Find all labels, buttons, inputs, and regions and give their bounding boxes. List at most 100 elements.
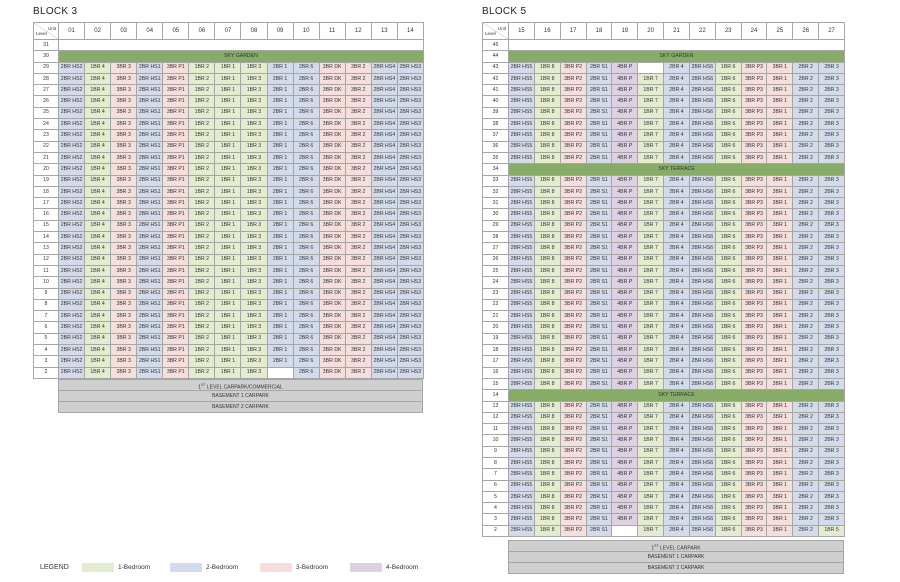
- block3-unit-type-cell: 2BR HS1: [136, 61, 164, 74]
- block5-unit-type-cell: 3BR P3: [740, 129, 768, 142]
- block5-unit-type-cell: 4BR P: [611, 366, 639, 379]
- block5-unit-type-cell: 1BR 6: [714, 140, 742, 153]
- block5-level-row: 41 2BR HS5 1BR 8 3BR P2 2BR S1 4BR P 1BR 7 2BR …: [482, 84, 845, 97]
- block3-unit-type-cell: 2BR HS4: [370, 242, 398, 255]
- block5-unit-type-cell: 4BR P: [611, 287, 639, 300]
- block5-unit-type-cell: 2BR 4: [663, 400, 690, 413]
- block3-unit-type-cell: 2BR HS2: [57, 366, 86, 379]
- block3-unit-type-cell: 2BR HS1: [136, 208, 164, 221]
- block5-unit-type-cell: 1BR 6: [714, 479, 742, 492]
- block3-unit-type-cell: 3BR P1: [162, 61, 190, 74]
- block5-unit-type-cell: 1BR 8: [533, 231, 561, 244]
- block5-unit-type-cell: 2BR S1: [585, 423, 613, 436]
- block5-unit-type-cell: 1BR 6: [714, 208, 742, 221]
- block3-unit-type-cell: 3BR DK: [318, 84, 346, 97]
- block3-unit-type-cell: 2BR HS2: [57, 151, 86, 165]
- block5-unit-type-cell: 2BR HS5: [508, 377, 535, 391]
- block3-unit-type-cell: 3BR 3: [110, 355, 138, 368]
- block5-unit-type-cell: 3BR P3: [740, 445, 768, 458]
- block5-unit-type-cell: 2BR 4: [663, 355, 690, 368]
- block3-unit-type-cell: 2BR 6: [292, 344, 320, 357]
- block3-unit-type-cell: 2BR HS3: [396, 344, 424, 357]
- block-3-stack-table: Unit Level 01 02 03 04 05 06 07 08 09 10 11 12 13 14 31 3…: [33, 22, 424, 379]
- block5-level-label: 25: [482, 264, 509, 278]
- block5-unit-type-cell: 3BR 1: [766, 219, 794, 233]
- block5-unit-type-cell: 2BR HS6: [688, 490, 716, 504]
- block5-unit-type-cell: 3BR P2: [559, 106, 587, 120]
- block5-unit-type-cell: 2BR S1: [585, 129, 613, 142]
- block5-unit-type-cell: 4BR P: [611, 72, 639, 86]
- block5-unit-type-cell: 1BR 6: [714, 445, 742, 458]
- block5-unit-type-cell: 1BR 8: [533, 423, 561, 436]
- block5-unit-type-cell: 2BR 2: [792, 400, 820, 413]
- block5-unit-type-cell: 3BR P3: [740, 276, 768, 289]
- block3-level-label: 11: [33, 264, 59, 278]
- block5-unit-type-cell: 2BR S1: [585, 400, 613, 413]
- block5-unit-type-cell: 2BR HS5: [508, 129, 535, 142]
- block5-unit-type-cell: 2BR 3: [818, 72, 845, 86]
- block5-unit-type-cell: 3BR P3: [740, 513, 768, 526]
- block5-unit-type-cell: 2BR 2: [792, 84, 820, 97]
- block5-unit-type-cell: 3BR P3: [740, 72, 768, 86]
- block3-unit-type-cell: 1BR 1: [214, 253, 242, 266]
- block3-unit-type-cell: 1BR 2: [188, 185, 216, 199]
- block3-unit-type-cell: 1BR 3: [240, 185, 268, 199]
- block3-level-label: 9: [33, 287, 59, 300]
- block3-unit-type-cell: 1BR 4: [84, 310, 112, 323]
- block5-unit-type-cell: 4BR P: [611, 129, 639, 142]
- block3-unit-type-cell: 2BR 6: [292, 253, 320, 266]
- block5-header-row: Unit Level 15 16 17 18 19 20 21 22 23 24 25 26 27: [482, 22, 845, 40]
- block3-unit-type-cell: 3BR DK: [318, 298, 346, 312]
- block3-unit-type-cell: 2BR HS1: [136, 106, 164, 120]
- block3-unit-type-cell: 3BR DK: [318, 231, 346, 244]
- block5-unit-type-cell: 2BR HS5: [508, 479, 535, 492]
- block5-unit-type-cell: 2BR HS5: [508, 445, 535, 458]
- block3-unit-type-cell: 3BR DK: [318, 321, 346, 334]
- block5-unit-header: 25: [766, 22, 794, 40]
- block5-unit-type-cell: 3BR 1: [766, 276, 794, 289]
- block5-unit-type-cell: 3BR P3: [740, 400, 768, 413]
- block3-unit-type-cell: 3BR P1: [162, 287, 190, 300]
- block3-unit-type-cell: 1BR 3: [240, 276, 268, 289]
- block5-level-row: 17 2BR HS5 1BR 8 3BR P2 2BR S1 4BR P 1BR 7 2BR …: [482, 355, 845, 368]
- block5-unit-type-cell: 2BR 2: [792, 524, 820, 538]
- block3-unit-type-cell: 1BR 2: [188, 95, 216, 108]
- block5-unit-type-cell: 2BR S1: [585, 355, 613, 368]
- block5-unit-type-cell: 3BR 1: [766, 377, 794, 391]
- block5-unit-type-cell: 1BR 6: [714, 411, 742, 425]
- block3-unit-type-cell: 2BR HS4: [370, 197, 398, 210]
- block5-unit-type-cell: 3BR P2: [559, 479, 587, 492]
- block5-unit-type-cell: 2BR 4: [663, 468, 690, 481]
- block3-unit-type-cell: 3BR 3: [110, 61, 138, 74]
- block5-unit-type-cell: 1BR 8: [533, 95, 561, 108]
- block3-unit-type-cell: 1BR 1: [214, 298, 242, 312]
- block3-unit-type-cell: 3BR 2: [344, 174, 372, 187]
- block5-unit-type-cell: 3BR 1: [766, 502, 794, 515]
- block3-unit-type-cell: 1BR 4: [84, 264, 112, 278]
- block-5-stack-table: Unit Level 15 16 17 18 19 20 21 22 23 24 25 26 27 45 44 S…: [482, 22, 845, 538]
- block5-unit-type-cell: 2BR 2: [792, 479, 820, 492]
- block3-unit-header: 12: [344, 22, 372, 40]
- block5-unit-type-cell: 1BR 8: [533, 298, 561, 312]
- block5-unit-type-cell: 2BR HS6: [688, 400, 716, 413]
- block-3-carpark-commercial-label: COMMERCIAL: [248, 384, 283, 391]
- block3-unit-type-cell: 2BR HS2: [57, 287, 86, 300]
- block5-unit-type-cell: 2BR 2: [792, 185, 820, 199]
- block3-unit-type-cell: 2BR HS3: [396, 219, 424, 233]
- block5-unit-type-cell: 3BR P3: [740, 332, 768, 346]
- block5-unit-type-cell: 2BR HS5: [508, 253, 535, 266]
- block3-unit-type-cell: 3BR P1: [162, 151, 190, 165]
- block5-unit-type-cell: 2BR 2: [792, 72, 820, 86]
- block5-unit-type-cell: 1BR 8: [533, 366, 561, 379]
- block5-level-row: 6 2BR HS5 1BR 8 3BR P2 2BR S1 4BR P 1BR 7 2BR 4…: [482, 479, 845, 492]
- block3-unit-type-cell: 3BR P1: [162, 321, 190, 334]
- block3-unit-type-cell: 1BR 3: [240, 72, 268, 86]
- block5-unit-type-cell: 2BR HS6: [688, 513, 716, 526]
- block5-level-label: 36: [482, 140, 509, 153]
- block3-unit-type-cell: 1BR 2: [188, 355, 216, 368]
- block5-unit-type-cell: 1BR 7: [637, 197, 665, 210]
- block5-unit-header: 27: [818, 22, 845, 40]
- block5-unit-type-cell: 2BR HS5: [508, 400, 535, 413]
- block5-level-row: 19 2BR HS5 1BR 8 3BR P2 2BR S1 4BR P 1BR 7 2BR …: [482, 332, 845, 346]
- block5-unit-type-cell: 4BR P: [611, 445, 639, 458]
